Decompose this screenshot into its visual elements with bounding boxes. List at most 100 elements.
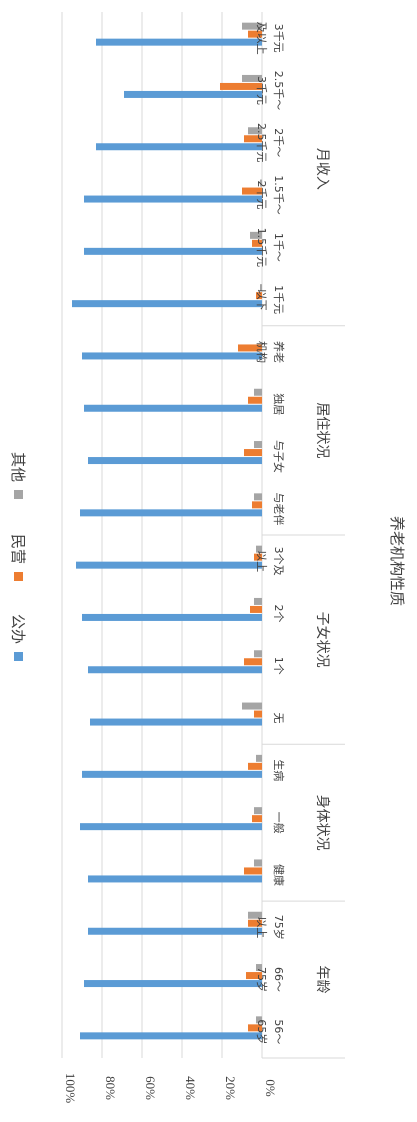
bar-0-0 (80, 1032, 262, 1040)
tick-label: 100% (63, 1073, 78, 1104)
bar-2-15 (250, 231, 262, 239)
category-label: 以上 (255, 550, 268, 572)
bar-1-14 (256, 292, 262, 300)
bar-0-14 (72, 300, 262, 308)
bar-0-9 (76, 561, 262, 569)
bar-0-6 (90, 718, 262, 726)
category-label: 66～ (272, 967, 285, 992)
legend-swatch-2 (14, 490, 23, 499)
category-label: 2.5千～ (272, 71, 285, 111)
bar-2-18 (242, 74, 262, 82)
legend-label-1: 民营 (9, 534, 27, 564)
category-label: 与子女 (272, 440, 286, 473)
bar-0-13 (82, 352, 262, 360)
bar-0-16 (84, 195, 262, 203)
bars (72, 22, 262, 1040)
bar-1-18 (220, 82, 262, 90)
bar-0-12 (84, 404, 262, 412)
category-label: 3千元 (255, 76, 268, 105)
category-label: 56～ (272, 1019, 285, 1044)
bar-1-19 (248, 30, 262, 38)
bar-0-11 (88, 457, 262, 465)
category-label: 养老 (272, 341, 286, 363)
bar-1-12 (248, 396, 262, 404)
bar-1-9 (254, 553, 262, 561)
tick-label: 60% (143, 1076, 158, 1100)
bar-2-3 (254, 859, 262, 867)
category-label: 以上 (255, 916, 268, 938)
bar-1-5 (248, 762, 262, 770)
bar-2-11 (254, 441, 262, 449)
bar-2-4 (254, 807, 262, 815)
category-label: 2千元 (255, 181, 268, 210)
bar-1-1 (246, 972, 262, 980)
bar-1-16 (242, 187, 262, 195)
category-label: 及以上 (255, 22, 268, 55)
legend-swatch-1 (14, 572, 23, 581)
bar-2-17 (248, 127, 262, 135)
bar-0-1 (84, 980, 262, 988)
category-label: 独居 (272, 393, 285, 415)
value-axis-ticks: 0% 20% 40% 60% 80% 100% (63, 1073, 278, 1104)
legend-swatch-0 (14, 652, 23, 661)
legend-label-2: 其他 (9, 452, 27, 482)
category-label: 机构 (255, 341, 269, 363)
bar-2-14 (260, 284, 262, 292)
tick-label: 80% (103, 1076, 118, 1100)
category-label: 2个 (272, 604, 285, 622)
category-label: 75岁 (255, 967, 269, 992)
gridlines (61, 12, 263, 1058)
category-label: 2千～ (272, 128, 285, 157)
category-label: 1.5千～ (272, 175, 285, 215)
bar-1-7 (244, 658, 262, 666)
category-label: 1.5千元 (255, 228, 268, 268)
group-separators (262, 325, 345, 1059)
group-label-0: 年龄 (314, 966, 330, 994)
bar-1-8 (250, 605, 262, 613)
bar-2-12 (254, 388, 262, 396)
chart-title: 养老机构性质 (388, 516, 406, 606)
bar-2-19 (242, 22, 262, 30)
bar-1-0 (248, 1024, 262, 1032)
group-label-2: 子女状况 (314, 612, 331, 668)
category-label: 1千～ (272, 233, 285, 262)
legend-label-0: 公办 (9, 614, 27, 644)
bar-1-4 (252, 815, 262, 823)
bar-0-17 (96, 143, 262, 151)
group-label-3: 居住状况 (314, 402, 330, 458)
bar-0-5 (82, 770, 262, 778)
category-label: 以下 (255, 289, 268, 311)
bar-0-4 (80, 823, 262, 831)
bar-0-10 (80, 509, 262, 517)
bar-1-10 (252, 501, 262, 509)
bar-0-8 (82, 613, 262, 621)
bar-1-15 (252, 239, 262, 247)
group-label-1: 身体状况 (314, 795, 330, 851)
tick-label: 40% (183, 1076, 198, 1100)
bar-0-2 (88, 927, 262, 935)
bar-2-5 (256, 754, 262, 762)
bar-1-2 (248, 919, 262, 927)
category-label: 与老伴 (272, 492, 285, 525)
bar-2-10 (254, 493, 262, 501)
category-label: 65岁 (255, 1019, 269, 1044)
bar-0-15 (84, 247, 262, 255)
bar-2-9 (256, 545, 262, 553)
category-label: 2.5千元 (255, 123, 268, 163)
bar-2-0 (256, 1016, 262, 1024)
group-labels: 年龄 身体状况 子女状况 居住状况 月收入 (314, 148, 331, 994)
bar-2-16 (260, 179, 262, 187)
bar-1-17 (244, 135, 262, 143)
bar-1-6 (254, 710, 262, 718)
category-labels: 56～65岁66～75岁75岁以上健康一般生病无1个2个3个及以上与老伴与子女独… (255, 22, 286, 1045)
tick-label: 20% (223, 1076, 238, 1100)
category-label: 1个 (272, 657, 285, 675)
tick-label: 0% (263, 1079, 278, 1097)
bar-2-2 (248, 911, 262, 919)
bar-2-6 (242, 702, 262, 710)
category-label: 生病 (272, 759, 286, 781)
category-label: 健康 (272, 864, 286, 886)
bar-2-1 (256, 964, 262, 972)
bar-0-19 (96, 38, 262, 46)
